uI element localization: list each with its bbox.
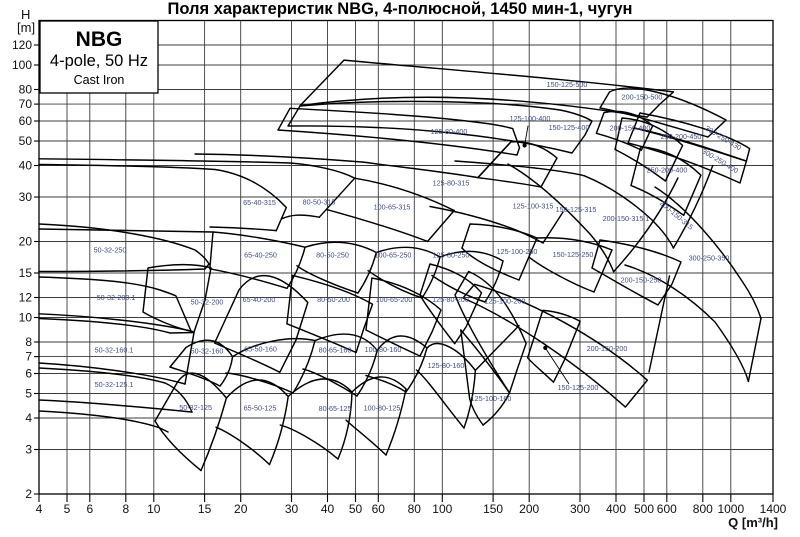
svg-text:125-100-315: 125-100-315 (513, 202, 554, 211)
svg-text:30: 30 (285, 502, 299, 516)
svg-text:65-50-125: 65-50-125 (244, 404, 277, 413)
svg-text:800: 800 (693, 502, 713, 516)
svg-text:7: 7 (25, 350, 32, 364)
svg-text:5: 5 (64, 502, 71, 516)
svg-text:6: 6 (86, 502, 93, 516)
svg-text:150-125-315: 150-125-315 (556, 205, 597, 214)
svg-text:125-100-250: 125-100-250 (497, 247, 538, 256)
svg-text:H: H (21, 7, 30, 22)
svg-text:400: 400 (606, 502, 626, 516)
svg-text:65-40-200: 65-40-200 (243, 295, 276, 304)
svg-text:50: 50 (349, 502, 363, 516)
svg-text:8: 8 (122, 502, 129, 516)
svg-text:20: 20 (234, 502, 248, 516)
svg-text:5: 5 (25, 387, 32, 401)
svg-text:60: 60 (372, 502, 386, 516)
svg-text:150-125-250: 150-125-250 (553, 250, 594, 259)
svg-text:200-150-200: 200-150-200 (587, 344, 628, 353)
svg-text:6: 6 (25, 367, 32, 381)
svg-text:3: 3 (25, 443, 32, 457)
svg-text:8: 8 (25, 335, 32, 349)
svg-text:200: 200 (519, 502, 539, 516)
svg-text:15: 15 (19, 266, 33, 280)
svg-text:80-50-200: 80-50-200 (317, 295, 350, 304)
svg-text:100: 100 (12, 58, 32, 72)
svg-text:50-32-160: 50-32-160 (191, 347, 224, 356)
svg-text:100-80-160: 100-80-160 (365, 345, 402, 354)
svg-text:200-150-400: 200-150-400 (610, 124, 651, 133)
svg-text:300-250-350: 300-250-350 (689, 254, 730, 263)
svg-text:65-40-250: 65-40-250 (244, 251, 277, 260)
svg-text:150-125-500: 150-125-500 (547, 80, 588, 89)
svg-text:80-50-250: 80-50-250 (316, 251, 349, 260)
svg-text:80-65-125: 80-65-125 (319, 404, 352, 413)
svg-text:80: 80 (408, 502, 422, 516)
svg-text:20: 20 (19, 235, 33, 249)
svg-text:60: 60 (19, 114, 33, 128)
svg-text:300: 300 (570, 502, 590, 516)
svg-text:80-50-315: 80-50-315 (303, 198, 336, 207)
svg-text:10: 10 (147, 502, 161, 516)
svg-text:100-65-250: 100-65-250 (375, 251, 412, 260)
svg-text:100-65-200: 100-65-200 (376, 295, 413, 304)
svg-text:125-80-315: 125-80-315 (433, 179, 470, 188)
svg-text:125-80-250: 125-80-250 (433, 251, 470, 260)
svg-text:250-200-400: 250-200-400 (647, 166, 688, 175)
svg-text:1400: 1400 (760, 502, 787, 516)
svg-text:125-80-400: 125-80-400 (431, 127, 468, 136)
svg-text:200-150-500: 200-150-500 (622, 93, 663, 102)
svg-text:65-50-160: 65-50-160 (244, 345, 277, 354)
svg-text:50-32-200.1: 50-32-200.1 (97, 293, 136, 302)
svg-text:40: 40 (19, 159, 33, 173)
svg-text:4: 4 (36, 502, 43, 516)
svg-text:120: 120 (12, 38, 32, 52)
svg-text:[m]: [m] (17, 20, 35, 35)
svg-text:125-100-160: 125-100-160 (471, 394, 512, 403)
svg-text:15: 15 (198, 502, 212, 516)
svg-text:10: 10 (19, 311, 33, 325)
svg-text:50: 50 (19, 134, 33, 148)
svg-text:500: 500 (634, 502, 654, 516)
svg-text:65-40-315: 65-40-315 (243, 198, 276, 207)
svg-text:200-150-250: 200-150-250 (621, 276, 662, 285)
svg-text:100-65-315: 100-65-315 (374, 203, 411, 212)
svg-text:70: 70 (19, 97, 33, 111)
svg-text:80: 80 (19, 83, 33, 97)
svg-text:100: 100 (432, 502, 452, 516)
svg-text:125-80-200: 125-80-200 (432, 295, 469, 304)
svg-text:125-100-200: 125-100-200 (485, 297, 526, 306)
svg-text:200-150-315.1: 200-150-315.1 (603, 214, 650, 223)
svg-text:12: 12 (19, 291, 33, 305)
svg-text:100-80-125: 100-80-125 (364, 404, 401, 413)
svg-text:150: 150 (483, 502, 503, 516)
svg-text:150-125-200: 150-125-200 (558, 383, 599, 392)
svg-text:50-32-125: 50-32-125 (179, 403, 212, 412)
svg-text:150-125-400: 150-125-400 (549, 123, 590, 132)
svg-text:4: 4 (25, 411, 32, 425)
svg-text:50-32-250: 50-32-250 (94, 246, 127, 255)
svg-text:Cast Iron: Cast Iron (74, 73, 125, 87)
svg-text:NBG: NBG (76, 28, 123, 51)
svg-text:600: 600 (657, 502, 677, 516)
svg-text:40: 40 (321, 502, 335, 516)
svg-text:125-100-400: 125-100-400 (510, 114, 551, 123)
svg-text:1000: 1000 (717, 502, 744, 516)
svg-text:Q [m³/h]: Q [m³/h] (728, 515, 778, 530)
svg-text:125-80-160: 125-80-160 (428, 361, 465, 370)
svg-text:80-65-160: 80-65-160 (319, 346, 352, 355)
svg-text:4-pole, 50 Hz: 4-pole, 50 Hz (50, 52, 148, 70)
svg-text:50-32-160.1: 50-32-160.1 (95, 345, 134, 354)
svg-text:50-32-125.1: 50-32-125.1 (95, 380, 134, 389)
svg-text:250-200-450: 250-200-450 (661, 132, 702, 141)
svg-text:50-32-200: 50-32-200 (191, 298, 224, 307)
svg-text:30: 30 (19, 190, 33, 204)
svg-text:2: 2 (25, 487, 32, 501)
